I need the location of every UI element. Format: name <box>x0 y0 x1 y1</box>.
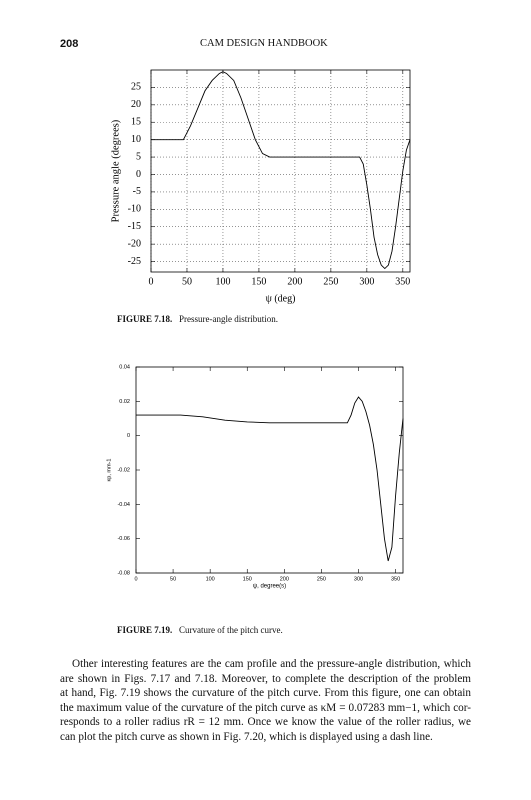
y-axis-label: Pressure angle (degrees) <box>110 119 121 222</box>
x-tick-label: 350 <box>395 276 410 287</box>
body-line: Other interesting features are the cam p… <box>72 658 471 670</box>
x-tick-label: 50 <box>182 276 192 287</box>
x-axis-label: ψ, degree(s) <box>253 584 286 590</box>
page-number: 208 <box>60 38 79 50</box>
data-line <box>151 71 411 270</box>
x-tick-label: 250 <box>317 576 326 582</box>
body-line: can plot the pitch curve as shown in Fig… <box>60 731 433 743</box>
y-tick-label: 5 <box>136 151 141 162</box>
x-tick-label: 150 <box>243 576 252 582</box>
y-tick-label: -0.08 <box>117 570 130 576</box>
x-axis-label: ψ (deg) <box>266 293 296 304</box>
y-tick-label: -0.06 <box>117 536 130 542</box>
caption-label: FIGURE 7.18. <box>117 314 173 324</box>
x-tick-label: 300 <box>354 576 363 582</box>
y-axis-label: κp, mm-1 <box>106 459 112 482</box>
y-tick-label: 20 <box>131 99 141 110</box>
x-tick-label: 50 <box>170 576 176 582</box>
caption-label: FIGURE 7.19. <box>117 625 173 635</box>
x-tick-label: 250 <box>323 276 338 287</box>
x-tick-label: 100 <box>215 276 230 287</box>
y-tick-label: 0.02 <box>119 399 130 405</box>
x-tick-label: 300 <box>359 276 374 287</box>
y-tick-label: -20 <box>128 238 141 249</box>
y-tick-label: 25 <box>131 82 141 93</box>
running-title: CAM DESIGN HANDBOOK <box>200 38 328 49</box>
y-tick-label: 10 <box>131 134 141 145</box>
x-tick-label: 150 <box>251 276 266 287</box>
y-tick-label: -15 <box>128 221 141 232</box>
caption: FIGURE 7.18. Pressure-angle distribution… <box>117 314 278 324</box>
caption-text: Pressure-angle distribution. <box>179 314 278 324</box>
body-line: are shown in Figs. 7.17 and 7.18. Moreov… <box>60 672 471 685</box>
x-tick-label: 100 <box>206 576 215 582</box>
y-tick-label: 0 <box>136 169 141 180</box>
y-tick-label: 15 <box>131 117 141 128</box>
x-tick-label: 350 <box>391 576 400 582</box>
y-tick-label: -0.04 <box>117 502 130 508</box>
caption: FIGURE 7.19. Curvature of the pitch curv… <box>117 625 283 635</box>
plot-frame <box>135 366 404 574</box>
x-tick-label: 0 <box>149 276 154 287</box>
x-tick-label: 200 <box>280 576 289 582</box>
y-tick-label: -25 <box>128 256 141 267</box>
x-tick-label: 200 <box>287 276 302 287</box>
y-tick-label: 0 <box>127 433 130 439</box>
body-line: responds to a roller radius rR = 12 mm. … <box>60 716 471 729</box>
caption-text: Curvature of the pitch curve. <box>179 625 283 635</box>
body-line: the maximum value of the curvature of th… <box>60 701 471 714</box>
y-tick-label: 0.04 <box>119 364 130 370</box>
y-tick-label: -0.02 <box>117 467 130 473</box>
data-line <box>136 396 404 562</box>
plot-frame <box>150 69 411 273</box>
x-tick-label: 0 <box>134 576 137 582</box>
body-line: at hand, Fig. 7.19 shows the curvature o… <box>60 687 471 700</box>
y-tick-label: -5 <box>133 186 141 197</box>
y-tick-label: -10 <box>128 204 141 215</box>
